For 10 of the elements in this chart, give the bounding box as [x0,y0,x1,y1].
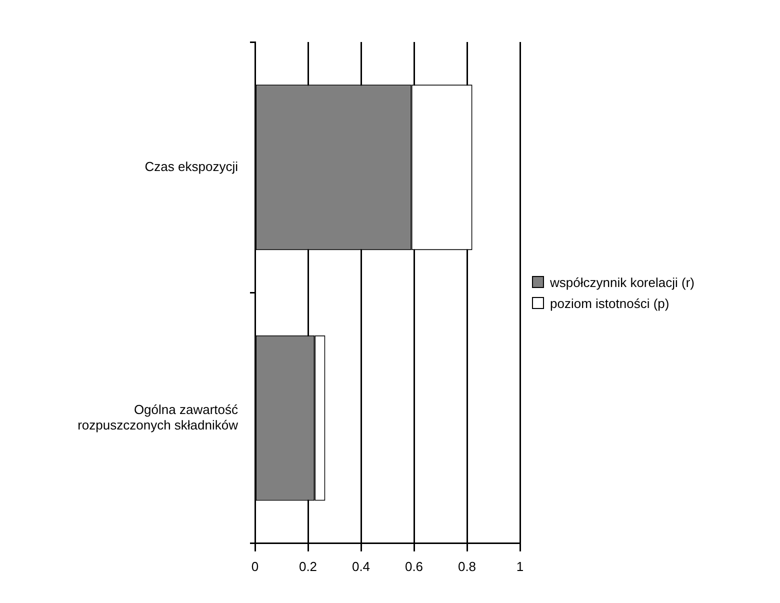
legend-label: współczynnik korelacji (r) [550,274,694,290]
text: poziom istotności (p) [550,296,670,311]
x-tick-label: 0.4 [352,558,370,574]
y-tick-label: Ogólna zawartość rozpuszczonych składników [78,402,239,432]
x-tick-label: 0.6 [404,558,424,574]
x-tick-label: 0.2 [298,558,318,574]
x-tick-label: 0 [251,558,259,574]
y-tick-label: Czas ekspozycji [144,158,238,174]
x-tick-label: 1 [516,558,524,574]
x-tick-label: 0.8 [458,558,476,574]
